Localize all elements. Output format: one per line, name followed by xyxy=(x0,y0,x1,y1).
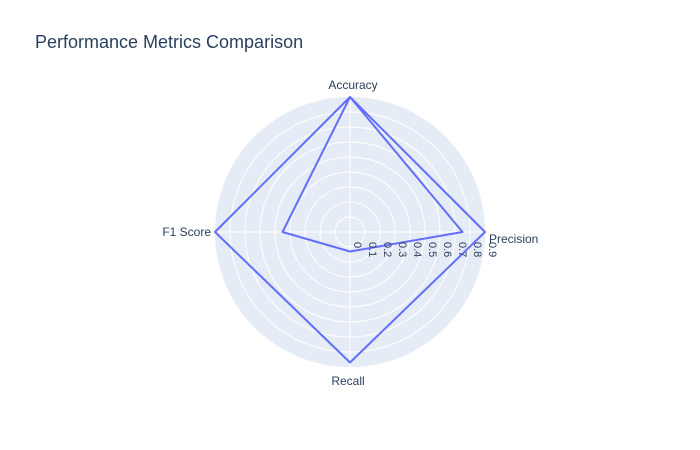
data-point xyxy=(484,231,486,233)
radial-tick-label: 0.8 xyxy=(471,242,483,257)
radial-tick-label: 0.3 xyxy=(396,242,408,257)
category-label: Recall xyxy=(331,374,364,388)
category-label: F1 Score xyxy=(162,225,211,239)
series-lines xyxy=(214,96,486,364)
chart-title: Performance Metrics Comparison xyxy=(35,32,304,52)
data-point xyxy=(349,362,351,363)
data-point xyxy=(282,231,283,233)
category-labels: Accuracy Precision Recall F1 Score xyxy=(162,78,538,388)
radial-tick-label: 0 xyxy=(351,242,363,248)
radial-tick-label: 0.7 xyxy=(456,242,468,257)
radial-tick-label: 0.2 xyxy=(381,242,393,257)
data-point xyxy=(349,251,351,252)
radial-tick-labels: 0 0.1 0.2 0.3 0.4 0.5 0.6 0.7 0.8 0.9 xyxy=(351,242,498,257)
data-point xyxy=(214,231,216,233)
radial-tick-label: 0.4 xyxy=(411,242,423,257)
radial-tick-label: 0.6 xyxy=(441,242,453,257)
radial-tick-label: 0.5 xyxy=(426,242,438,257)
data-point xyxy=(462,231,463,233)
data-point xyxy=(349,96,351,98)
radial-tick-label: 0.1 xyxy=(366,242,378,257)
category-label: Precision xyxy=(489,232,538,246)
category-label: Accuracy xyxy=(328,78,377,92)
radial-tick-label: 0.9 xyxy=(486,242,498,257)
